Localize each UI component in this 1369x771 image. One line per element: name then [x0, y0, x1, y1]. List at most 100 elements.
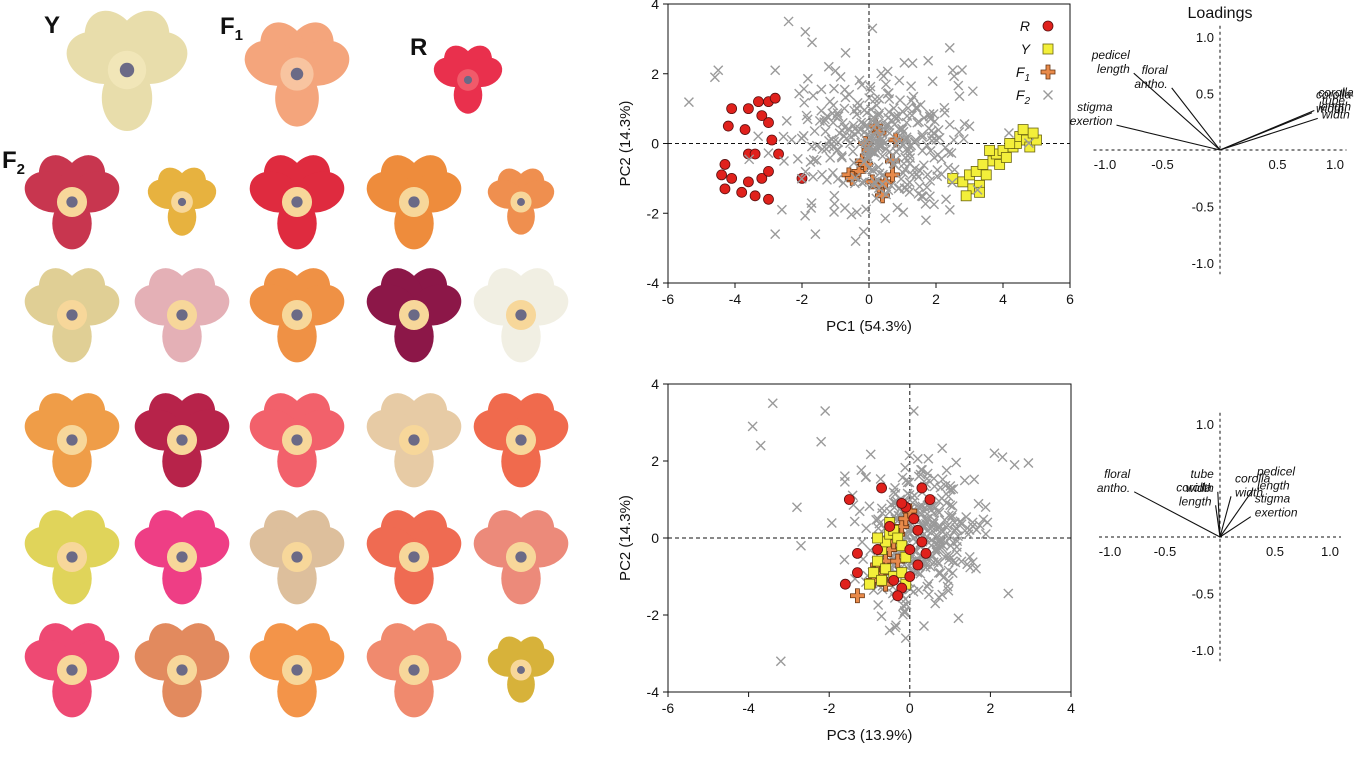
point-f2	[928, 473, 939, 484]
point-f2	[954, 91, 965, 102]
flower-parent-r	[433, 45, 503, 114]
point-f2	[829, 190, 840, 201]
flower-f2-r5-c3	[249, 623, 345, 718]
loading-vector	[1217, 491, 1221, 538]
point-f2	[827, 167, 838, 178]
point-f2	[837, 125, 848, 136]
x-tick-label: -2	[796, 291, 809, 307]
flower-f2-r1-c4-center	[408, 196, 420, 208]
point-f2	[870, 147, 881, 158]
point-r	[743, 176, 754, 188]
point-f2	[1009, 459, 1020, 470]
point-r	[769, 92, 781, 104]
point-f2	[859, 176, 870, 187]
point-f2	[953, 613, 964, 624]
loading-label: pedicel	[1256, 465, 1295, 479]
flower-f2-r1-c3-center	[291, 196, 303, 208]
point-f2	[802, 73, 813, 84]
point-f2	[891, 146, 902, 157]
point-f2	[892, 202, 903, 213]
point-f2	[972, 184, 983, 195]
series-r	[716, 92, 808, 205]
point-f2	[900, 633, 911, 644]
point-r	[839, 578, 851, 590]
flower-f1	[244, 22, 350, 127]
point-r	[763, 193, 774, 205]
flower-f2-r4-c5	[473, 510, 569, 605]
point-f2	[877, 169, 888, 180]
point-r	[843, 494, 855, 505]
point-r	[763, 117, 774, 128]
loading-vector	[1219, 489, 1254, 538]
point-f2	[805, 157, 816, 168]
point-f2	[895, 95, 906, 106]
point-f2	[880, 79, 891, 90]
point-f2	[906, 140, 917, 151]
point-f2	[811, 155, 822, 166]
point-f2	[904, 477, 915, 488]
flower-f2-r5-c1-center	[66, 664, 78, 676]
point-f2	[930, 598, 941, 609]
loading-label: length	[1318, 99, 1351, 113]
point-r	[719, 159, 731, 170]
point-f2	[932, 556, 943, 567]
point-r	[904, 544, 916, 555]
point-f2	[904, 186, 915, 197]
loading-vector	[1219, 516, 1252, 538]
flower-f2-r4-c2	[134, 510, 230, 605]
point-y	[868, 567, 879, 579]
label-y: Y	[44, 12, 60, 39]
point-f2	[755, 440, 766, 451]
point-f2	[747, 421, 758, 432]
point-f2	[898, 207, 909, 218]
loading-label: width	[1316, 102, 1344, 116]
point-f2	[874, 108, 885, 119]
point-f2	[922, 581, 933, 592]
point-f2	[901, 117, 912, 128]
point-f2	[944, 204, 955, 215]
point-r	[908, 513, 920, 525]
loading-label: pedicel	[1091, 48, 1130, 62]
point-f2	[974, 520, 985, 531]
flower-f2-r1-c4	[366, 155, 462, 250]
point-r	[756, 172, 768, 184]
point-y	[864, 578, 875, 590]
point-f2	[934, 132, 945, 143]
point-f2	[808, 90, 819, 101]
point-f2	[930, 502, 941, 513]
point-f2	[801, 110, 812, 121]
point-f2	[934, 496, 945, 507]
flower-f2-r3-c1-center	[66, 434, 78, 446]
legend-marker-plus	[1040, 64, 1056, 80]
loading-label: antho.	[1097, 481, 1130, 495]
point-f2	[874, 93, 885, 104]
flower-f2-r5-c5-center	[517, 666, 525, 674]
point-f2	[942, 520, 953, 531]
point-f2	[786, 134, 797, 145]
point-f2	[840, 47, 851, 58]
flower-f2-r1-c1	[24, 155, 120, 250]
point-f2	[816, 84, 827, 95]
legend-marker-circle	[1042, 20, 1054, 32]
point-r	[904, 571, 916, 582]
loading-label: stigma	[1077, 100, 1113, 114]
point-r	[773, 148, 784, 160]
flower-f2-r3-c3-center	[291, 434, 303, 446]
label-f1: F1	[220, 13, 243, 44]
flower-panel: Y F1 R F2	[2, 10, 569, 718]
loading-label: exertion	[1070, 114, 1113, 128]
flower-f2-r1-c3	[249, 155, 345, 250]
point-f2	[928, 108, 939, 119]
point-f2	[943, 491, 954, 502]
point-f2	[914, 165, 925, 176]
point-f2	[770, 229, 781, 240]
point-f2	[825, 96, 836, 107]
point-f2	[939, 102, 950, 113]
point-f2	[961, 512, 972, 523]
point-f2	[880, 213, 891, 224]
biplot-y-tick: -1.0	[1192, 643, 1214, 658]
point-f2	[960, 525, 971, 536]
point-f2	[830, 65, 841, 76]
point-f2	[778, 131, 789, 142]
y-axis-label: PC2 (14.3%)	[617, 101, 634, 187]
